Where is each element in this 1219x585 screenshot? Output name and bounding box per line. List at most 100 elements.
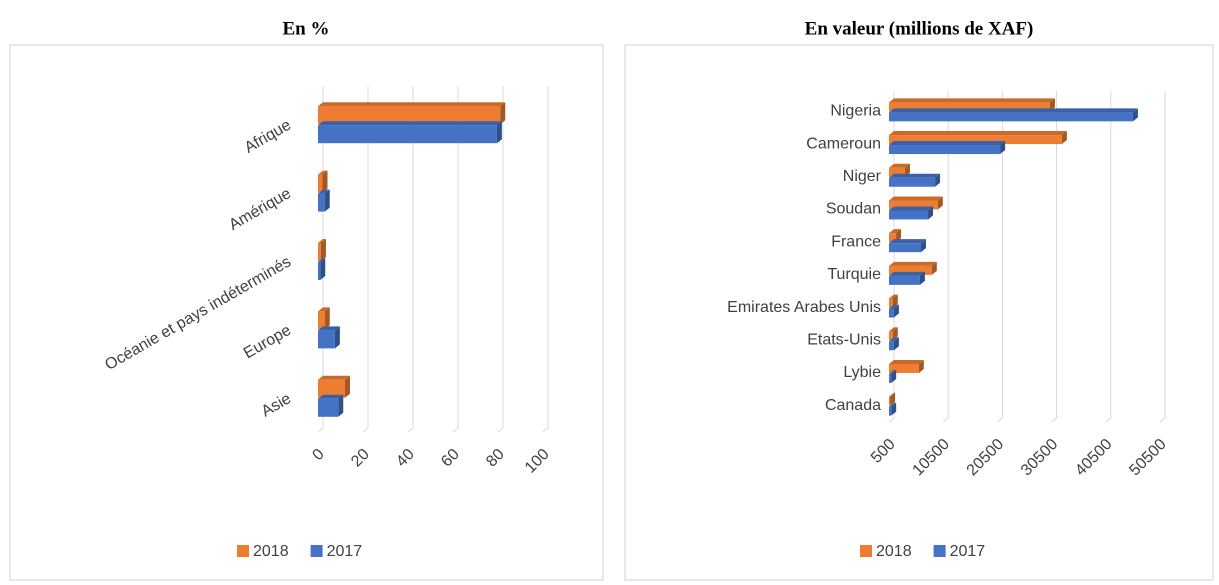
bar-top <box>318 102 506 107</box>
y-tick-label: Nigeria <box>830 103 881 120</box>
y-tick-label: Etats-Unis <box>807 331 881 348</box>
bar-side <box>891 369 897 383</box>
bar <box>318 170 328 193</box>
bar-side <box>937 196 943 210</box>
legend-label: 2018 <box>253 543 289 560</box>
grid-line <box>942 91 949 423</box>
bar-face <box>889 145 1001 155</box>
bar-face <box>889 373 892 383</box>
bar <box>318 258 326 280</box>
bar-face <box>889 210 929 220</box>
bar <box>318 189 330 212</box>
legend-label: 2018 <box>876 543 912 560</box>
x-tick-label: 40500 <box>1072 436 1116 480</box>
bar <box>889 239 926 253</box>
bar-side <box>892 294 898 308</box>
grid-line <box>542 86 549 433</box>
bar-face <box>889 308 894 318</box>
bar-top <box>889 261 937 266</box>
grid-line <box>1105 91 1112 423</box>
bar-face <box>889 135 1062 145</box>
bar-top <box>889 392 896 397</box>
bar-face <box>889 275 920 285</box>
bar <box>318 102 506 125</box>
bar-face <box>889 298 893 308</box>
bar-top <box>889 402 897 407</box>
bar-face <box>318 311 325 330</box>
y-tick-label: Océanie et pays indéterminés <box>102 253 294 374</box>
bar-side <box>919 271 925 285</box>
bar-side <box>320 258 326 280</box>
x-tick-label: 30500 <box>1018 436 1062 480</box>
bar-top <box>889 141 1006 146</box>
bar-face <box>889 200 938 210</box>
bar-side <box>1049 98 1055 112</box>
y-tick-label: Afrique <box>242 117 294 157</box>
bar-face <box>889 265 932 275</box>
x-tick-label: 10500 <box>910 436 954 480</box>
y-tick-label: France <box>831 233 881 250</box>
grid-line <box>1051 91 1058 423</box>
bar <box>318 239 326 261</box>
bar-top <box>318 307 330 312</box>
bar-top <box>889 294 898 299</box>
x-tick-label: 60 <box>438 446 463 471</box>
legend-swatch <box>933 545 946 557</box>
bar <box>889 369 897 383</box>
panel-border <box>624 44 1214 581</box>
grid-line <box>407 86 414 433</box>
chart-title: En valeur (millions de XAF) <box>805 18 1034 39</box>
y-tick-label: Amérique <box>226 185 294 234</box>
bar-top <box>318 189 330 194</box>
bar-side <box>324 189 330 212</box>
bar-top <box>889 206 934 211</box>
y-tick-label: Asie <box>259 390 295 420</box>
bar <box>889 261 937 275</box>
bar <box>889 294 898 308</box>
bar <box>889 141 1006 155</box>
bar-top <box>889 337 899 342</box>
bar-top <box>318 258 326 262</box>
bar-face <box>318 262 321 280</box>
bar-top <box>889 229 902 234</box>
bar <box>318 375 350 398</box>
legend-label: 2017 <box>950 543 986 560</box>
panel-border <box>9 44 604 581</box>
bar-top <box>889 359 924 364</box>
bar <box>889 402 897 416</box>
grid-line <box>497 86 504 433</box>
bar-side <box>935 173 941 187</box>
bar-face <box>889 243 921 253</box>
bar-top <box>318 394 344 399</box>
bar-side <box>928 206 934 220</box>
bar-face <box>889 396 891 406</box>
bar-top <box>318 239 326 243</box>
y-tick-label: Cameroun <box>806 135 881 152</box>
bar-top <box>318 375 350 380</box>
bar <box>889 392 896 406</box>
bar-side <box>338 394 344 417</box>
bar-top <box>889 369 897 374</box>
bar <box>889 173 941 187</box>
bar-top <box>889 304 899 309</box>
bar-side <box>892 327 898 341</box>
bar-side <box>496 121 502 144</box>
x-tick-label: 100 <box>522 446 553 477</box>
y-tick-label: Lybie <box>843 364 881 381</box>
bar-side <box>920 239 926 253</box>
bar <box>889 98 1055 112</box>
x-tick-label: 20 <box>348 446 373 471</box>
bar <box>889 108 1138 122</box>
bar-side <box>918 359 924 373</box>
bar-side <box>891 402 897 416</box>
y-tick-label: Niger <box>843 168 882 185</box>
bar-side <box>500 102 506 125</box>
x-tick-label: 80 <box>483 446 508 471</box>
bar-side <box>345 375 350 398</box>
bar-top <box>889 196 943 201</box>
bar-top <box>889 239 926 244</box>
y-tick-label: Europe <box>241 322 294 363</box>
bar-top <box>318 170 328 175</box>
bar-side <box>334 326 340 349</box>
